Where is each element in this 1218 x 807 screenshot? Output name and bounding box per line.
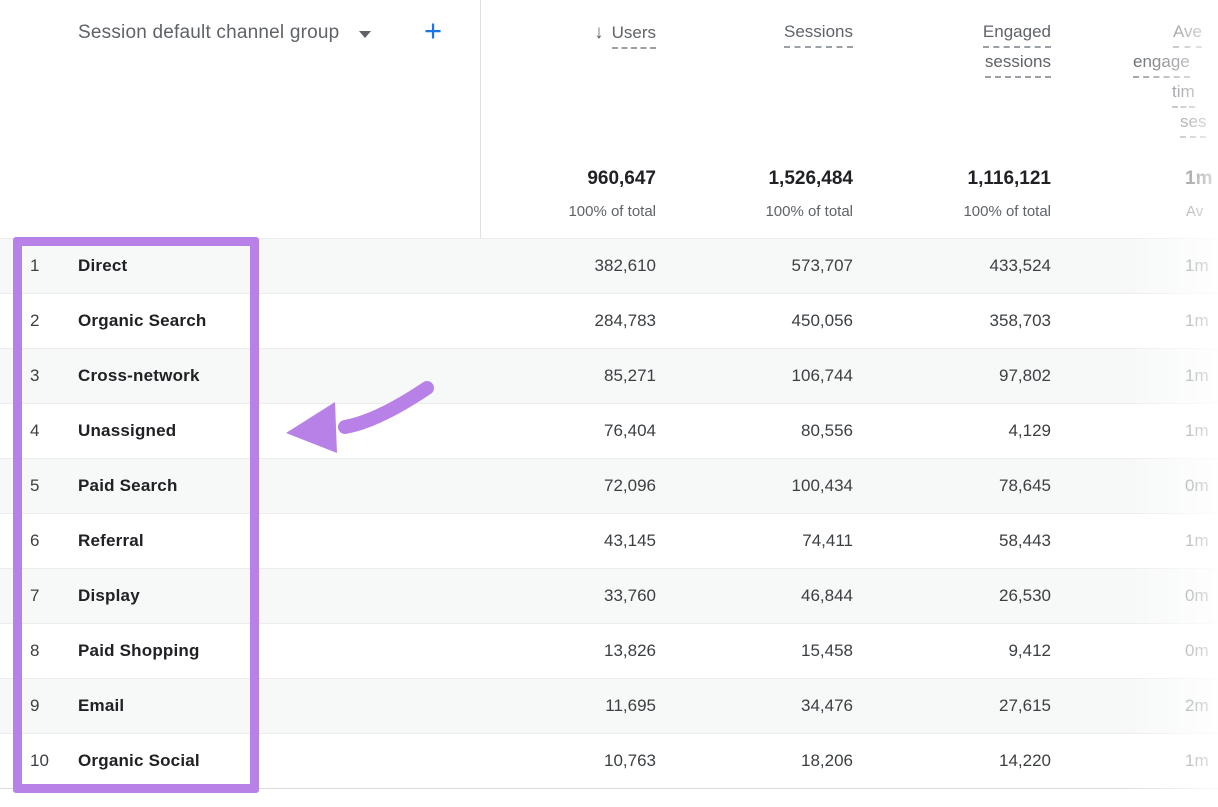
sessions-value: 15,458 [801,641,853,660]
channel-name: Paid Search [78,476,178,495]
sessions-value: 34,476 [801,696,853,715]
users-value: 382,610 [594,256,656,275]
row-index: 6 [30,531,40,550]
users-value: 11,695 [605,696,656,715]
users-value: 72,096 [604,476,656,495]
row-index: 4 [30,421,40,440]
table-bottom-border [0,788,1218,789]
dimension-label: Session default channel group [78,22,340,43]
table-row: 3 Cross-network 85,271 106,744 97,802 1m [0,348,1218,403]
column-header-users[interactable]: ↓ Users [594,22,656,49]
avg-engagement-time-value: 1m [1185,311,1209,330]
sessions-value: 18,206 [801,751,853,770]
users-value: 43,145 [604,531,656,550]
avg-engagement-time-total-subtext: Av [1186,203,1204,220]
engaged-sessions-value: 14,220 [999,751,1051,770]
column-header-label: sessions [984,52,1051,78]
channel-name: Display [78,586,140,605]
row-index: 3 [30,366,40,385]
channel-name: Paid Shopping [78,641,200,660]
channel-name: Cross-network [78,366,200,385]
engaged-sessions-value: 358,703 [989,311,1051,330]
engaged-sessions-value: 9,412 [1008,641,1051,660]
column-header-avg-engagement-time[interactable]: ses [1180,112,1207,138]
row-index: 2 [30,311,40,330]
caret-down-icon [359,31,372,38]
users-total-subtext: 100% of total [568,203,656,220]
channel-name: Unassigned [78,421,177,440]
add-dimension-button[interactable]: + [424,13,443,48]
channel-name: Direct [78,256,128,275]
engaged-sessions-value: 97,802 [999,366,1051,385]
users-value: 33,760 [604,586,656,605]
engaged-sessions-value: 26,530 [999,586,1051,605]
dimension-selector-dropdown[interactable]: Session default channel group [78,22,372,44]
row-index: 10 [30,751,49,770]
avg-engagement-time-value: 1m [1185,531,1209,550]
users-total: 960,647 [587,168,656,189]
channel-name: Organic Social [78,751,200,770]
avg-engagement-time-value: 2m [1185,696,1209,715]
avg-engagement-time-value: 1m [1185,751,1209,770]
row-index: 9 [30,696,40,715]
table-row: 10 Organic Social 10,763 18,206 14,220 1m [0,733,1218,788]
table-row: 2 Organic Search 284,783 450,056 358,703 1m [0,293,1218,348]
engaged-sessions-total: 1,116,121 [967,168,1051,189]
avg-engagement-time-total: 1m [1185,168,1213,189]
sessions-value: 450,056 [791,311,853,330]
table-row: 4 Unassigned 76,404 80,556 4,129 1m [0,403,1218,458]
engaged-sessions-value: 27,615 [999,696,1051,715]
sessions-value: 106,744 [791,366,853,385]
column-header-label: Engaged [982,22,1051,48]
sessions-value: 74,411 [802,531,853,550]
row-index: 8 [30,641,40,660]
table-row: 5 Paid Search 72,096 100,434 78,645 0m [0,458,1218,513]
column-header-avg-engagement-time[interactable]: tim [1172,82,1195,108]
users-value: 13,826 [604,641,656,660]
users-value: 76,404 [604,421,656,440]
column-header-avg-engagement-time[interactable]: engage [1133,52,1190,78]
table-row: 8 Paid Shopping 13,826 15,458 9,412 0m [0,623,1218,678]
table-body: 1 Direct 382,610 573,707 433,524 1m 2 Organic S… [0,238,1218,788]
avg-engagement-time-value: 0m [1185,641,1209,660]
table-row: 6 Referral 43,145 74,411 58,443 1m [0,513,1218,568]
engaged-sessions-total-subtext: 100% of total [963,203,1051,220]
table-row: 9 Email 11,695 34,476 27,615 2m [0,678,1218,733]
avg-engagement-time-value: 1m [1185,366,1209,385]
engaged-sessions-value: 78,645 [999,476,1051,495]
column-header-sessions[interactable]: Sessions [784,22,853,48]
sessions-value: 80,556 [801,421,853,440]
sort-descending-icon: ↓ [594,22,604,43]
sessions-value: 46,844 [801,586,853,605]
avg-engagement-time-value: 1m [1185,421,1209,440]
avg-engagement-time-value: 1m [1185,256,1209,275]
row-index: 1 [30,256,40,275]
column-header-label: Sessions [784,22,853,48]
sessions-value: 100,434 [791,476,853,495]
sessions-total-subtext: 100% of total [765,203,853,220]
engaged-sessions-value: 58,443 [999,531,1051,550]
engaged-sessions-value: 4,129 [1008,421,1051,440]
sessions-total: 1,526,484 [768,168,853,189]
table-row: 1 Direct 382,610 573,707 433,524 1m [0,238,1218,293]
avg-engagement-time-value: 0m [1185,476,1209,495]
column-header-engaged-sessions[interactable]: Engaged sessions [982,22,1051,82]
channel-name: Referral [78,531,144,550]
column-header-label: Users [611,23,656,49]
column-header-avg-engagement-time[interactable]: Ave [1173,22,1202,48]
row-index: 7 [30,586,40,605]
engaged-sessions-value: 433,524 [989,256,1051,275]
users-value: 284,783 [594,311,656,330]
avg-engagement-time-value: 0m [1185,586,1209,605]
users-value: 10,763 [604,751,656,770]
users-value: 85,271 [604,366,656,385]
sessions-value: 573,707 [791,256,853,275]
table-row: 7 Display 33,760 46,844 26,530 0m [0,568,1218,623]
channel-name: Email [78,696,125,715]
channel-name: Organic Search [78,311,207,330]
row-index: 5 [30,476,40,495]
